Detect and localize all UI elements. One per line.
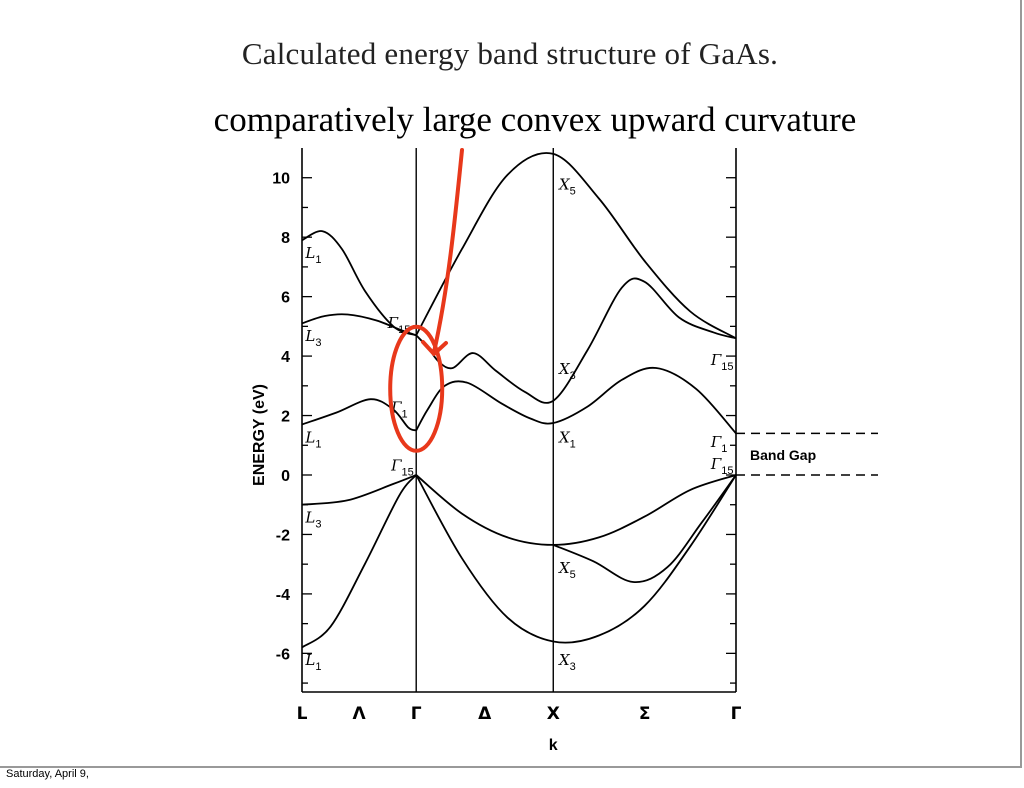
symmetry-point-subscript: 1 xyxy=(315,254,321,266)
symmetry-point-subscript: 15 xyxy=(402,467,414,479)
band-line xyxy=(301,474,417,649)
y-tick-label: -6 xyxy=(276,646,290,663)
footer-date: Saturday, April 9, xyxy=(6,768,89,780)
symmetry-point-label: L1 xyxy=(304,428,321,450)
highlight-annotation xyxy=(388,148,464,453)
symmetry-point-label: X5 xyxy=(558,176,576,198)
symmetry-point-subscript: 15 xyxy=(721,361,733,373)
symmetry-point-subscript: 15 xyxy=(721,465,733,477)
symmetry-point-label: X5 xyxy=(558,559,576,581)
band-line xyxy=(301,474,417,506)
symmetry-point-subscript: 3 xyxy=(570,661,576,673)
band-gap-label: Band Gap xyxy=(750,447,816,463)
band-line xyxy=(415,474,737,546)
highlight-ellipse xyxy=(388,324,445,453)
y-tick-label: 4 xyxy=(281,349,290,366)
y-tick-label: 10 xyxy=(272,171,290,188)
symmetry-point-label: Γ15 xyxy=(390,457,414,479)
highlight-arrow-head xyxy=(421,340,448,356)
y-axis-title: ENERGY (eV) xyxy=(251,384,268,486)
band-line xyxy=(415,474,737,644)
band-line xyxy=(301,398,417,432)
y-tick-label: 6 xyxy=(281,290,290,307)
annotation-text: comparatively large convex upward curvat… xyxy=(213,100,857,139)
chart-axes: 10 8 6 4 2 0 -2 -4 -6 ENERGY (eV) L Λ Γ Δ X Σ Γk Band Gap xyxy=(251,148,878,754)
band-structure-chart: 10 8 6 4 2 0 -2 -4 -6 ENERGY (eV) L Λ Γ Δ X Σ Γk Band Gap… xyxy=(251,148,878,754)
symmetry-point-subscript: 3 xyxy=(570,370,576,382)
symmetry-point-subscript: 1 xyxy=(402,409,408,421)
symmetry-point-label: X3 xyxy=(558,651,576,673)
k-point-label: L xyxy=(297,704,308,724)
k-point-label: Γ xyxy=(731,704,742,724)
symmetry-point-label: Γ15 xyxy=(710,351,734,373)
band-line xyxy=(552,474,737,583)
symmetry-point-label: L1 xyxy=(304,651,321,673)
y-tick-label: -4 xyxy=(276,587,290,604)
symmetry-point-subscript: 3 xyxy=(315,337,321,349)
symmetry-point-label: L3 xyxy=(304,327,321,349)
symmetry-point-label: L1 xyxy=(304,244,321,266)
symmetry-point-subscript: 1 xyxy=(315,661,321,673)
symmetry-point-subscript: 1 xyxy=(570,438,576,450)
y-tick-label: 2 xyxy=(281,409,290,426)
y-tick-label: 8 xyxy=(281,230,290,247)
symmetry-point-label: Γ15 xyxy=(710,455,734,477)
band-line xyxy=(415,366,737,434)
symmetry-point-label: X3 xyxy=(558,360,576,382)
symmetry-point-label: Γ1 xyxy=(710,433,728,455)
symmetry-point-subscript: 1 xyxy=(315,438,321,450)
y-tick-label: -2 xyxy=(276,527,290,544)
band-line xyxy=(415,277,737,404)
symmetry-point-subscript: 5 xyxy=(570,569,576,581)
k-point-label: Δ xyxy=(478,704,492,724)
k-point-label: X xyxy=(547,704,560,724)
k-point-label: Σ xyxy=(639,704,651,724)
symmetry-point-label: L3 xyxy=(304,509,321,531)
band-lines xyxy=(301,152,737,649)
symmetry-point-label: X1 xyxy=(558,428,576,450)
slide: Calculated energy band structure of GaAs… xyxy=(0,0,1022,768)
slide-title: Calculated energy band structure of GaAs… xyxy=(241,36,779,71)
x-axis-title: k xyxy=(549,737,558,754)
band-line xyxy=(415,152,737,340)
symmetry-point-subscript: 1 xyxy=(721,443,727,455)
highlight-arrow-shaft xyxy=(432,148,464,354)
symmetry-point-subscript: 5 xyxy=(570,186,576,198)
k-point-label: Λ xyxy=(353,704,367,724)
symmetry-point-subscript: 3 xyxy=(315,519,321,531)
band-line xyxy=(301,230,417,337)
band-line xyxy=(301,313,417,337)
k-point-label: Γ xyxy=(411,704,422,724)
y-tick-label: 0 xyxy=(281,468,290,485)
